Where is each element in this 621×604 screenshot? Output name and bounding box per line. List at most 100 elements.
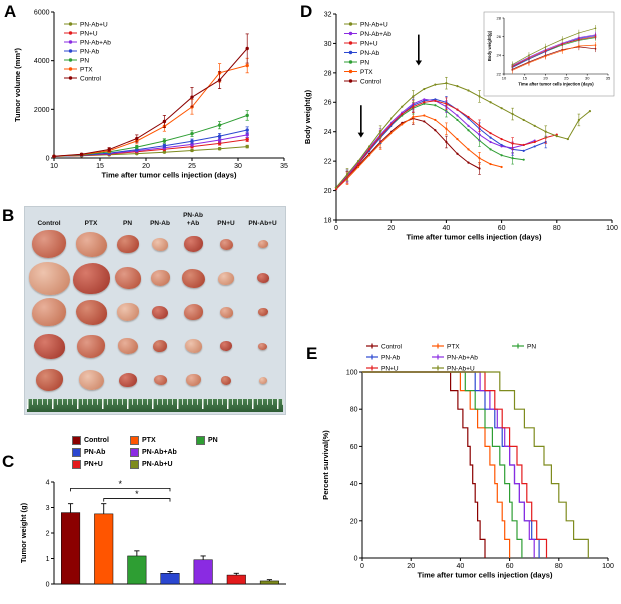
panel-label-c: C bbox=[2, 452, 15, 471]
svg-text:PTX: PTX bbox=[360, 69, 373, 76]
svg-text:40: 40 bbox=[443, 225, 451, 232]
svg-text:PN+U: PN+U bbox=[80, 30, 98, 37]
svg-text:28: 28 bbox=[497, 15, 502, 20]
legend-item: Control bbox=[72, 436, 130, 445]
legend-swatch bbox=[196, 436, 205, 445]
tumor-specimen bbox=[257, 308, 268, 316]
tumor-specimen bbox=[185, 374, 201, 386]
svg-text:20: 20 bbox=[350, 518, 358, 525]
svg-text:0: 0 bbox=[354, 555, 358, 562]
tumor-volume-chart: 10 15 20 25 30 35 0 2000 4000 6000 Time after tumo… bbox=[13, 9, 288, 179]
km-curve-PN+U bbox=[362, 371, 548, 558]
svg-text:20: 20 bbox=[543, 76, 548, 81]
svg-text:25: 25 bbox=[188, 163, 196, 170]
tumor-weight-chart: 0 1 2 3 4 Tumor weight (g) * * bbox=[19, 479, 286, 588]
svg-text:35: 35 bbox=[606, 76, 611, 81]
specimen-column-label: PN+U bbox=[217, 219, 235, 227]
tumor-specimen bbox=[181, 268, 205, 288]
tumor-specimen bbox=[150, 270, 170, 286]
svg-text:6000: 6000 bbox=[34, 9, 50, 16]
legend: PN-Ab+U PN-Ab+Ab PN+U PN-Ab PN PTX Control bbox=[344, 21, 391, 85]
svg-text:Percent survival(%): Percent survival(%) bbox=[321, 430, 330, 500]
series-PTX bbox=[334, 110, 503, 191]
svg-text:40: 40 bbox=[350, 481, 358, 488]
svg-text:0: 0 bbox=[334, 225, 338, 232]
legend-item: PN+U bbox=[72, 460, 130, 469]
svg-text:26: 26 bbox=[324, 100, 332, 107]
bars bbox=[61, 503, 279, 585]
svg-text:*: * bbox=[119, 479, 123, 489]
tumor-specimen bbox=[258, 376, 267, 384]
ruler bbox=[27, 399, 283, 412]
panel-label-b: B bbox=[2, 206, 15, 225]
tumor-specimen bbox=[116, 235, 139, 253]
svg-text:Control: Control bbox=[381, 343, 403, 350]
svg-text:PN-Ab+Ab: PN-Ab+Ab bbox=[80, 39, 111, 46]
legend-item: PN-Ab+U bbox=[130, 460, 196, 469]
legend-swatch bbox=[72, 460, 81, 469]
tumor-specimen bbox=[32, 230, 66, 258]
series-Control bbox=[52, 33, 249, 158]
svg-text:PN: PN bbox=[80, 57, 89, 64]
tumor-specimen bbox=[183, 236, 203, 252]
svg-text:PN-Ab+U: PN-Ab+U bbox=[80, 21, 108, 28]
svg-text:20: 20 bbox=[324, 188, 332, 195]
svg-text:0: 0 bbox=[46, 155, 50, 162]
tumor-specimen bbox=[72, 262, 110, 294]
legend-swatch bbox=[72, 436, 81, 445]
series-Control bbox=[334, 112, 481, 189]
tumor-specimen bbox=[116, 303, 139, 321]
svg-text:100: 100 bbox=[602, 563, 614, 570]
tumor-specimen bbox=[152, 305, 168, 319]
legend-item: PN bbox=[196, 436, 244, 445]
legend-item: PN-Ab bbox=[72, 448, 130, 457]
bar-Control bbox=[61, 512, 81, 585]
legend-label: PTX bbox=[142, 437, 156, 444]
svg-text:2000: 2000 bbox=[34, 107, 50, 114]
km-curve-PTX bbox=[362, 371, 511, 558]
svg-text:Time after tumor cells injecti: Time after tumor cells injection (days) bbox=[418, 571, 553, 580]
series-PN-Ab+U bbox=[334, 76, 592, 189]
tumor-specimen bbox=[114, 267, 141, 289]
svg-text:10: 10 bbox=[50, 163, 58, 170]
specimen-column-label: Control bbox=[37, 219, 61, 227]
tumor-specimen bbox=[75, 299, 107, 325]
svg-text:Time after tumor cells injecti: Time after tumor cells injection (days) bbox=[518, 82, 594, 87]
legend: PN-Ab+U PN+U PN-Ab+Ab PN-Ab PN PTX Control bbox=[64, 21, 111, 82]
tumor-specimen bbox=[257, 240, 268, 248]
svg-text:*: * bbox=[135, 489, 139, 499]
tumor-specimen bbox=[184, 339, 202, 353]
tumor-specimen bbox=[28, 261, 70, 295]
tumor-weight-legend: Control PTX PN PN-Ab PN-Ab+Ab PN+U PN-Ab+U bbox=[72, 436, 244, 472]
tumor-specimen bbox=[220, 341, 232, 351]
legend-item: PN-Ab+Ab bbox=[130, 448, 196, 457]
svg-text:PN-Ab+Ab: PN-Ab+Ab bbox=[447, 354, 478, 361]
legend-label: PN-Ab+Ab bbox=[142, 449, 177, 456]
svg-text:3: 3 bbox=[46, 505, 50, 512]
svg-text:PN-Ab: PN-Ab bbox=[381, 354, 401, 361]
panel-label-e: E bbox=[306, 344, 318, 363]
specimen-column-label: PTX bbox=[84, 219, 98, 227]
svg-text:30: 30 bbox=[324, 41, 332, 48]
body-weight-chart: 0 20 40 60 80 100 18 20 22 24 26 28 30 32 Time after t… bbox=[303, 11, 618, 241]
bar-PN+U bbox=[226, 574, 246, 585]
tumor-specimens-photo: Control PTX PN PN-Ab PN-Ab +Ab PN+U PN-Ab+U bbox=[24, 206, 286, 415]
svg-text:100: 100 bbox=[606, 225, 618, 232]
axes: 0 1 2 3 4 Tumor weight (g) bbox=[19, 479, 286, 588]
inset-chart: 10 15 20 25 30 35 22 24 26 28 Time after tumor cel… bbox=[483, 11, 615, 97]
axes: 0 20 40 60 80 100 0 20 40 60 80 100 Time after tumor… bbox=[321, 369, 614, 579]
legend-label: PN-Ab+U bbox=[142, 461, 173, 468]
tumor-specimen bbox=[218, 271, 234, 285]
legend-label: PN+U bbox=[84, 461, 103, 468]
svg-text:80: 80 bbox=[553, 225, 561, 232]
svg-text:4: 4 bbox=[46, 479, 50, 486]
panel-label-a: A bbox=[4, 2, 17, 21]
tumor-specimen bbox=[153, 375, 167, 385]
bar-PN-Ab bbox=[160, 573, 180, 585]
series-PN-Ab+Ab bbox=[334, 97, 536, 189]
legend-swatch bbox=[130, 460, 139, 469]
specimen-column-label: PN-Ab bbox=[150, 219, 170, 227]
svg-text:80: 80 bbox=[350, 407, 358, 414]
series-PN+U bbox=[334, 97, 558, 191]
tumor-specimen bbox=[256, 273, 269, 283]
